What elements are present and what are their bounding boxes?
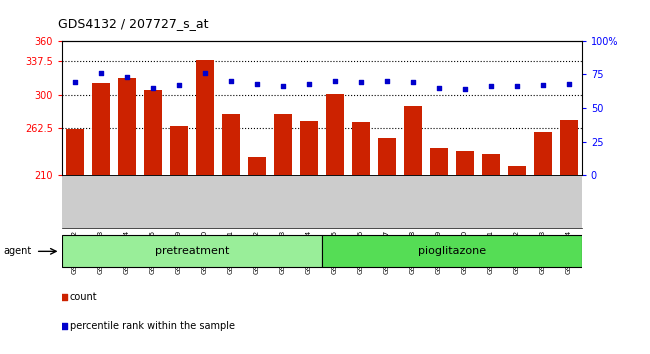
Text: count: count [70,292,98,302]
FancyBboxPatch shape [322,235,582,267]
Bar [404,106,422,175]
Point [122,74,132,80]
Text: GDS4132 / 207727_s_at: GDS4132 / 207727_s_at [58,17,209,30]
Point [330,78,340,84]
Point [382,78,392,84]
Bar [508,166,526,175]
Bar [326,93,344,175]
Bar [92,83,110,175]
Point [174,82,184,88]
Text: agent: agent [3,246,31,256]
Bar [248,157,266,175]
Point [460,86,470,92]
Point [278,84,288,89]
Point [408,80,418,85]
Point [59,323,70,329]
Bar [430,148,448,175]
Bar [118,78,136,175]
Bar [66,129,84,175]
Bar [300,121,318,175]
Point [538,82,548,88]
Bar [196,61,214,175]
Point [356,80,366,85]
Point [70,80,80,85]
Point [304,81,314,87]
Bar [144,90,162,175]
Point [252,81,262,87]
Bar [222,114,240,175]
Point [96,70,106,76]
Bar [534,132,552,175]
Bar [378,138,396,175]
Point [434,85,444,91]
Point [148,85,158,91]
Bar [352,122,370,175]
Bar [170,126,188,175]
Text: pioglitazone: pioglitazone [418,246,486,256]
Point [512,84,522,89]
Bar [456,151,474,175]
Point [486,84,496,89]
Bar [560,120,578,175]
Text: pretreatment: pretreatment [155,246,229,256]
Point [200,70,210,76]
Point [59,295,70,300]
Point [564,81,574,87]
Point [226,78,236,84]
Bar [482,154,500,175]
FancyBboxPatch shape [62,235,322,267]
Text: percentile rank within the sample: percentile rank within the sample [70,321,235,331]
Bar [274,114,292,175]
